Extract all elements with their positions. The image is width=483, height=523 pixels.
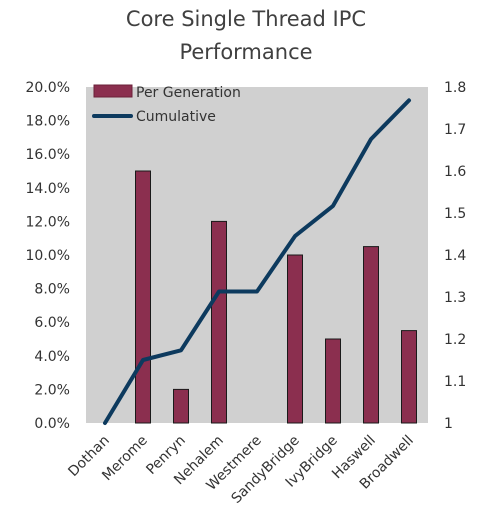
right-tick-label: 1.7	[444, 122, 466, 138]
cumulative-line	[103, 98, 411, 425]
right-tick-label: 1.2	[444, 332, 466, 348]
right-tick-label: 1.3	[444, 290, 466, 306]
bar-sandybridge	[287, 254, 303, 424]
right-tick-label: 1.4	[444, 248, 466, 264]
right-tick-label: 1.6	[444, 164, 466, 180]
left-tick-label: 12.0%	[26, 214, 70, 230]
left-tick-label: 8.0%	[34, 282, 70, 298]
bar-ivybridge	[325, 338, 341, 424]
right-tick-label: 1.1	[444, 374, 466, 390]
bar-merome	[135, 170, 151, 424]
right-tick-label: 1.8	[444, 80, 466, 96]
right-axis-ticks: 1 1.1 1.2 1.3 1.4 1.5 1.6 1.7 1.8	[444, 80, 466, 432]
right-tick-label: 1	[444, 416, 453, 432]
legend: Per Generation Cumulative	[92, 84, 241, 125]
left-tick-label: 18.0%	[26, 114, 70, 130]
bar-penryn	[173, 388, 189, 424]
x-axis-ticks: DothanMeromePenrynNehalemWestmereSandyBr…	[65, 433, 416, 507]
legend-swatch-per-generation	[93, 84, 133, 98]
left-tick-label: 16.0%	[26, 147, 70, 163]
bar-broadwell	[401, 330, 417, 424]
chart-title-line-2: Performance	[179, 40, 312, 64]
chart-title-line-1: Core Single Thread IPC	[126, 7, 366, 31]
left-tick-label: 0.0%	[34, 416, 70, 432]
legend-label-per-generation: Per Generation	[136, 85, 241, 101]
left-tick-label: 10.0%	[26, 248, 70, 264]
left-tick-label: 2.0%	[34, 382, 70, 398]
bar-haswell	[363, 246, 379, 424]
left-tick-label: 4.0%	[34, 349, 70, 365]
left-tick-label: 20.0%	[26, 80, 70, 96]
right-tick-label: 1.5	[444, 206, 466, 222]
bar-nehalem	[211, 220, 227, 424]
left-tick-label: 14.0%	[26, 181, 70, 197]
left-tick-label: 6.0%	[34, 315, 70, 331]
left-axis-ticks: 0.0% 2.0% 4.0% 6.0% 8.0% 10.0% 12.0% 14.0% 16.0%…	[26, 80, 70, 432]
legend-label-cumulative: Cumulative	[136, 109, 216, 125]
